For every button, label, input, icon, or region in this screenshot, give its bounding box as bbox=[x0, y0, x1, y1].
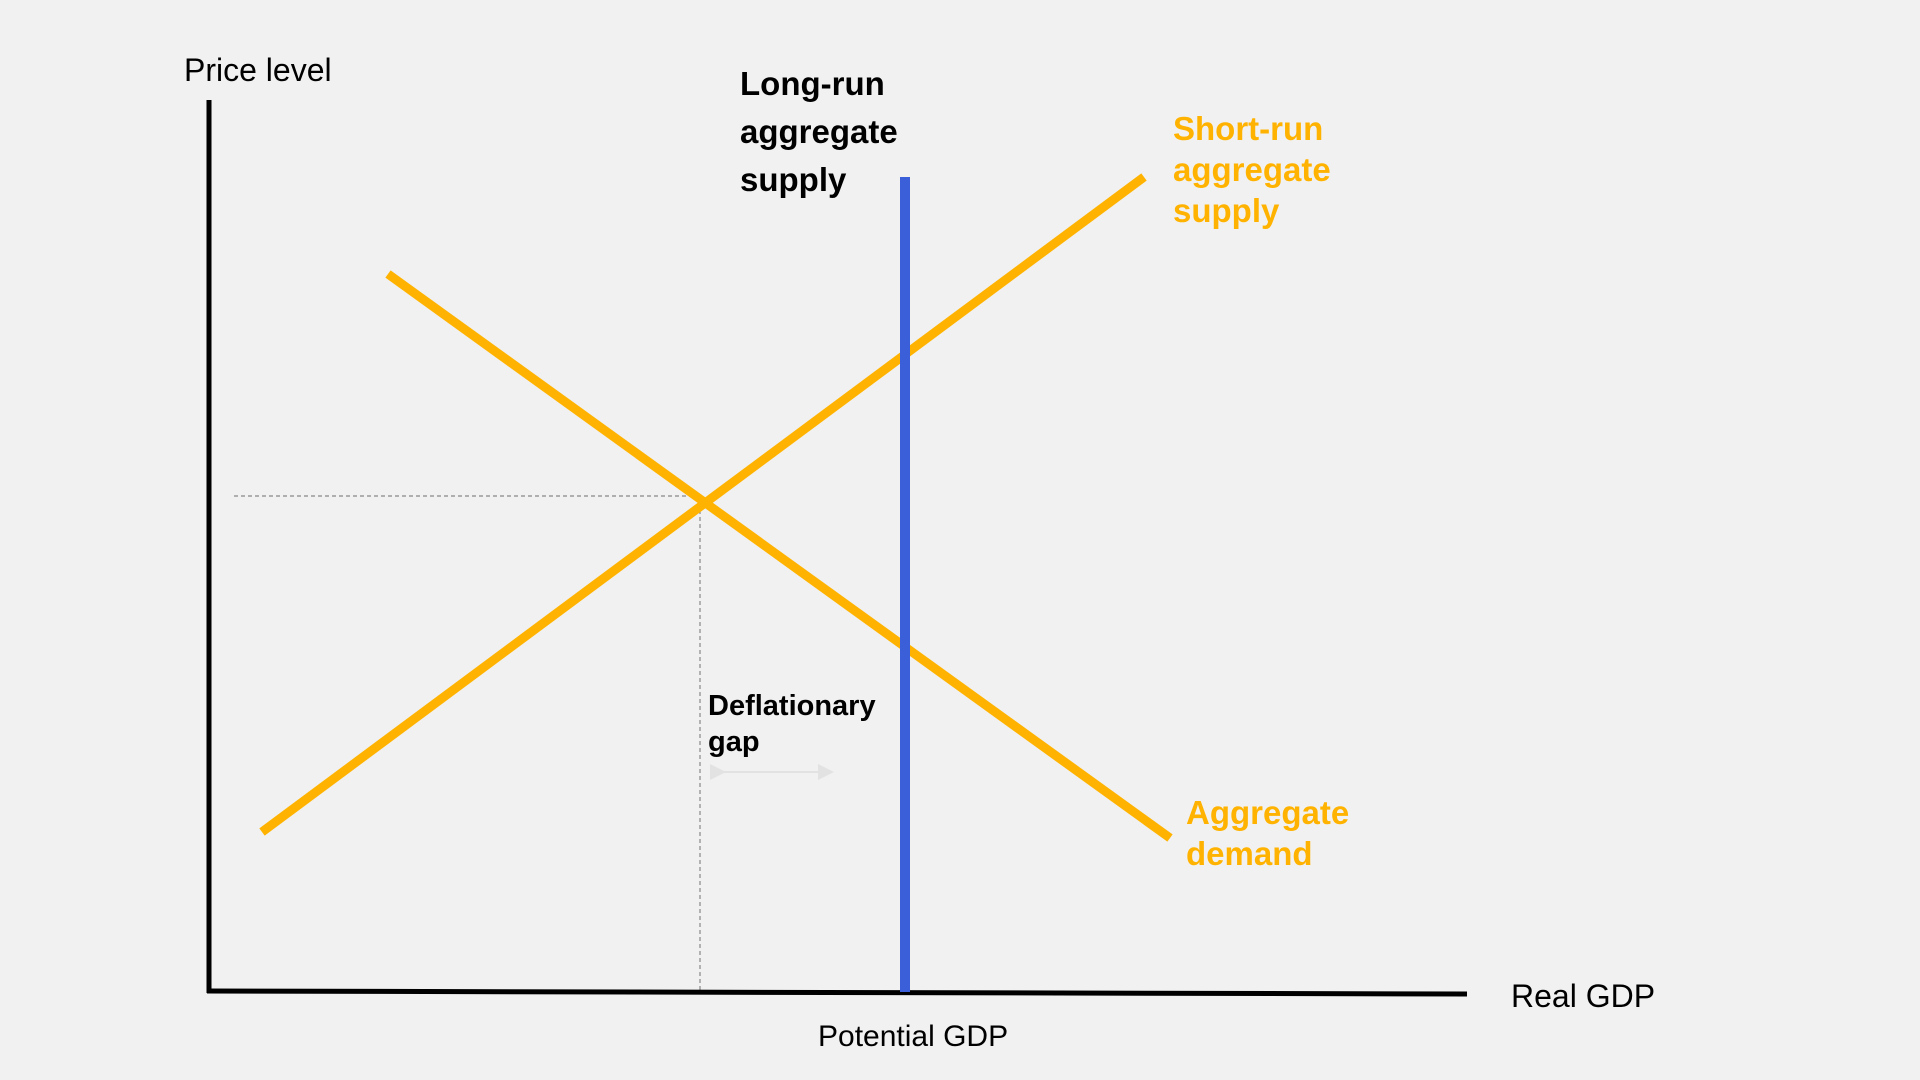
x-axis-label: Real GDP bbox=[1511, 978, 1656, 1014]
y-axis-label: Price level bbox=[184, 52, 332, 88]
potential-gdp-label: Potential GDP bbox=[818, 1020, 1009, 1053]
lras-label: Long-run aggregate supply bbox=[740, 65, 898, 198]
deflationary-gap-label: Deflationary gap bbox=[708, 690, 876, 758]
ad-label: Aggregate demand bbox=[1186, 794, 1350, 872]
ad-curve bbox=[385, 270, 1173, 842]
x-axis bbox=[206, 988, 1468, 997]
sras-label: Short-run aggregate supply bbox=[1173, 110, 1331, 229]
